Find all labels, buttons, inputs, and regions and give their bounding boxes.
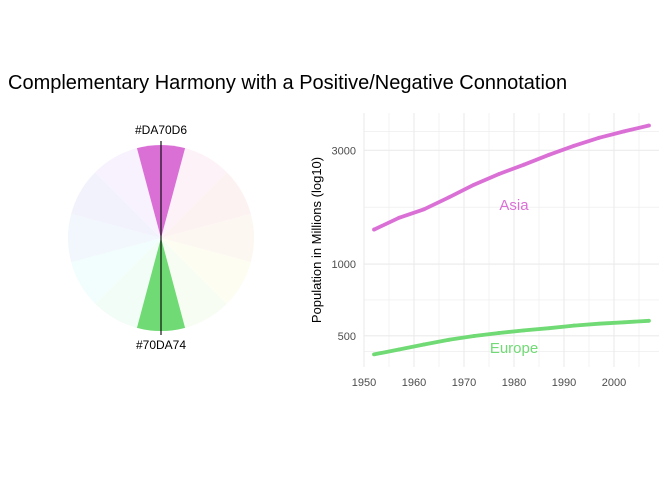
x-tick-label: 2000 bbox=[602, 377, 626, 389]
wheel-background-wedges bbox=[68, 145, 254, 331]
wheel-wedge-label: #DA70D6 bbox=[135, 123, 187, 137]
major-gridlines bbox=[363, 113, 659, 367]
series-lines bbox=[372, 123, 651, 357]
x-tick-label: 1990 bbox=[552, 377, 576, 389]
data-point-europe bbox=[397, 347, 401, 352]
wheel-background-wedge bbox=[68, 213, 161, 263]
series-line-asia bbox=[373, 123, 650, 232]
wheel-background-wedge bbox=[95, 148, 161, 238]
data-point-asia bbox=[622, 129, 626, 134]
data-point-europe bbox=[422, 342, 426, 347]
data-point-europe bbox=[572, 323, 576, 328]
data-point-asia bbox=[522, 162, 526, 167]
series-line-europe bbox=[373, 318, 650, 357]
x-axis-tick-labels: 1950 1960 1970 1980 1990 2000 bbox=[352, 377, 626, 389]
data-point-asia bbox=[472, 182, 476, 187]
wheel-background-wedge bbox=[71, 238, 161, 304]
y-axis-label: Population in Millions (log10) bbox=[309, 157, 324, 323]
annotation-europe: Europe bbox=[490, 340, 538, 357]
data-point-asia bbox=[647, 123, 651, 128]
wheel-background-wedge bbox=[71, 172, 161, 238]
data-point-asia bbox=[447, 195, 451, 200]
data-point-asia bbox=[597, 135, 601, 140]
series-annotations: Asia Europe bbox=[490, 197, 538, 357]
chart-title: Complementary Harmony with a Positive/Ne… bbox=[8, 72, 568, 94]
wheel-background-wedge bbox=[161, 238, 251, 304]
x-tick-label: 1970 bbox=[452, 377, 476, 389]
data-point-europe bbox=[547, 326, 551, 331]
data-point-europe bbox=[597, 321, 601, 326]
wheel-background-wedge bbox=[161, 172, 251, 238]
data-point-europe bbox=[647, 318, 651, 323]
wheel-background-wedge bbox=[161, 238, 227, 328]
x-tick-label: 1950 bbox=[352, 377, 376, 389]
data-point-europe bbox=[497, 331, 501, 335]
wheel-labels: #DA70D6 #70DA74 bbox=[135, 123, 187, 352]
data-point-europe bbox=[472, 334, 476, 338]
data-point-europe bbox=[447, 337, 451, 342]
data-point-asia bbox=[547, 152, 551, 157]
wheel-wedge-label: #70DA74 bbox=[136, 338, 186, 352]
data-point-europe bbox=[522, 328, 526, 333]
data-point-europe bbox=[372, 352, 376, 357]
wheel-background-wedge bbox=[95, 238, 161, 328]
data-point-asia bbox=[497, 172, 501, 176]
y-tick-label: 3000 bbox=[332, 145, 356, 157]
minor-gridlines bbox=[364, 113, 659, 367]
data-point-asia bbox=[572, 143, 576, 148]
y-tick-label: 500 bbox=[338, 331, 356, 343]
wheel-background-wedge bbox=[161, 148, 227, 238]
x-tick-label: 1960 bbox=[402, 377, 426, 389]
x-tick-label: 1980 bbox=[502, 377, 526, 389]
data-point-asia bbox=[422, 207, 426, 212]
data-point-asia bbox=[372, 227, 376, 232]
data-point-asia bbox=[397, 215, 401, 220]
y-tick-label: 1000 bbox=[332, 259, 356, 271]
wheel-background-wedge bbox=[161, 213, 254, 263]
y-axis-tick-labels: 500 1000 3000 bbox=[332, 145, 356, 343]
data-point-europe bbox=[622, 320, 626, 325]
annotation-asia: Asia bbox=[499, 197, 529, 214]
